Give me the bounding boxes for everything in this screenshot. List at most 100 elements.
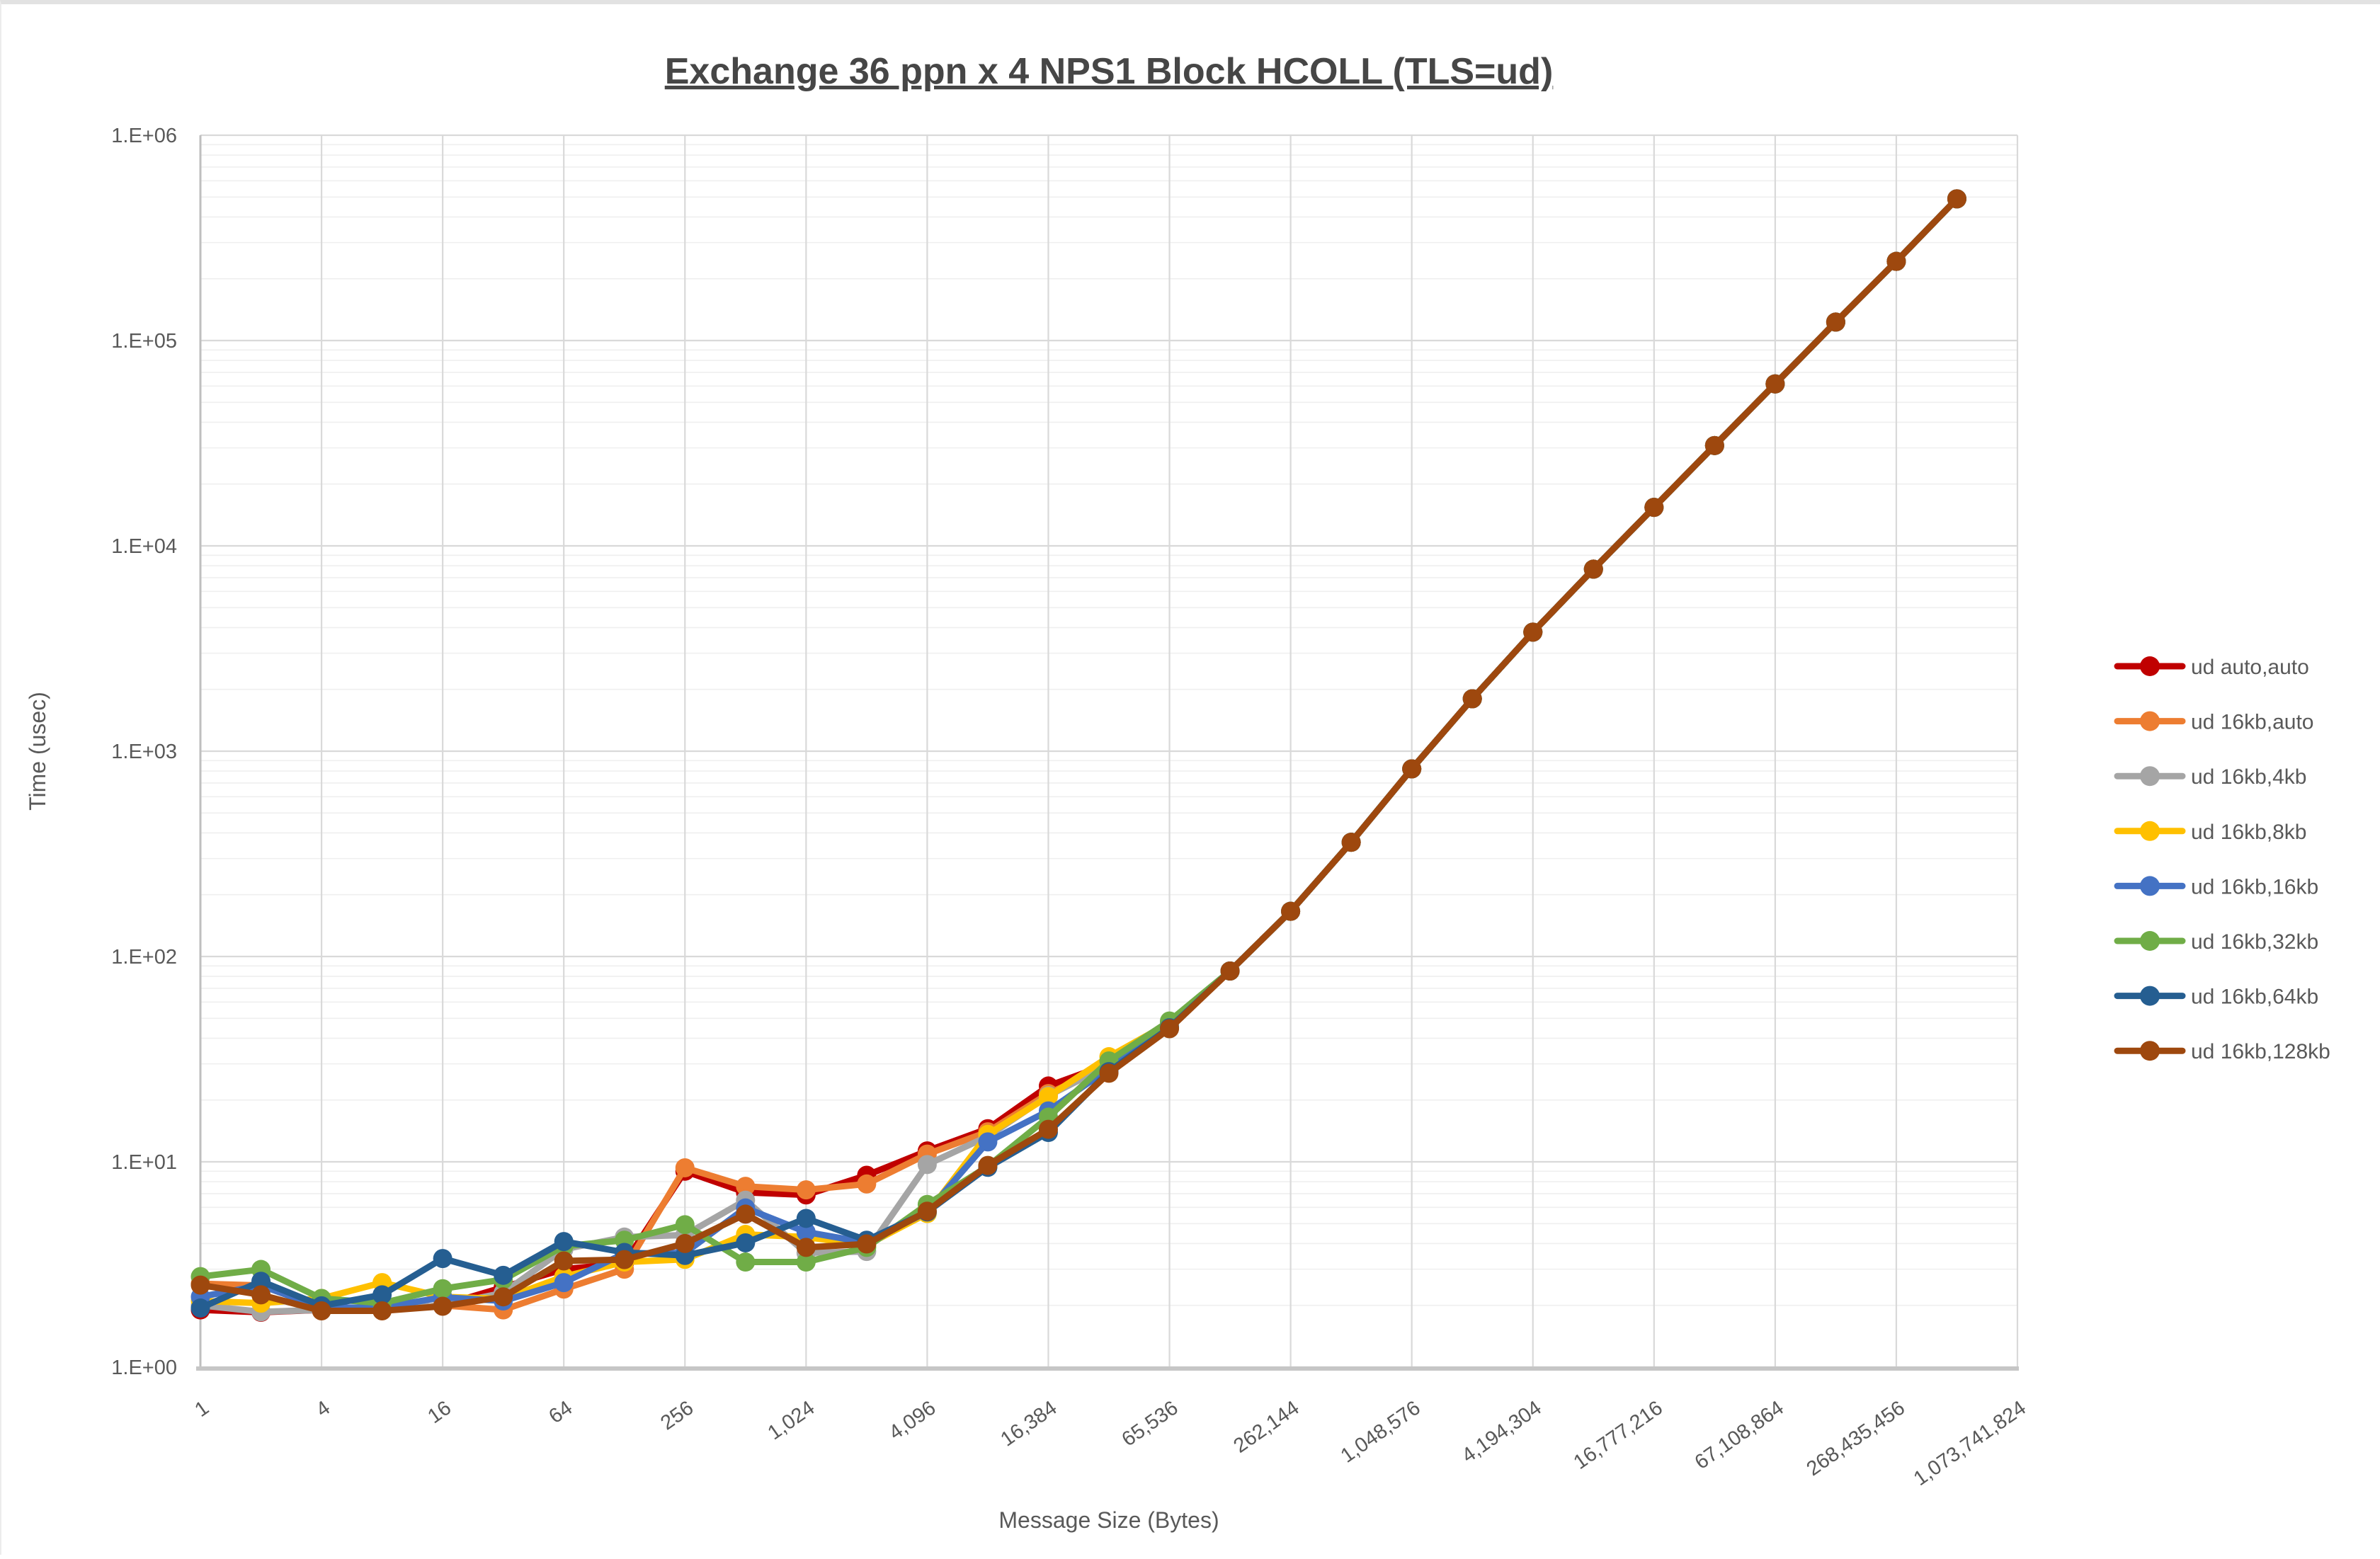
data-point-ud-16kb-128kb bbox=[1402, 759, 1422, 779]
data-point-ud-16kb-64kb bbox=[736, 1233, 756, 1252]
legend-item-ud-16kb-16kb: ud 16kb,16kb bbox=[2114, 875, 2318, 898]
data-point-ud-16kb-128kb bbox=[1281, 901, 1301, 921]
legend-marker-ud-auto-auto bbox=[2140, 656, 2160, 676]
data-point-ud-16kb-128kb bbox=[1947, 189, 1966, 209]
data-point-ud-16kb-auto bbox=[675, 1158, 695, 1177]
data-point-ud-16kb-128kb bbox=[1160, 1019, 1180, 1039]
legend-label: ud 16kb,64kb bbox=[2191, 986, 2318, 1009]
data-point-ud-16kb-128kb bbox=[312, 1301, 331, 1320]
x-tick-label: 268,435,456 bbox=[1802, 1397, 1908, 1481]
data-point-ud-16kb-64kb bbox=[494, 1265, 513, 1285]
data-point-ud-16kb-auto bbox=[857, 1174, 877, 1194]
grid-layer bbox=[200, 134, 2019, 1369]
series-layer bbox=[190, 189, 1966, 1323]
data-point-ud-16kb-128kb bbox=[978, 1155, 998, 1175]
legend-label: ud auto,auto bbox=[2191, 656, 2309, 679]
data-point-ud-16kb-128kb bbox=[372, 1301, 392, 1320]
data-point-ud-16kb-128kb bbox=[190, 1275, 210, 1295]
axis-layer bbox=[196, 135, 2019, 1371]
data-point-ud-16kb-32kb bbox=[433, 1279, 452, 1298]
data-point-ud-16kb-128kb bbox=[1341, 833, 1361, 852]
data-point-ud-16kb-auto bbox=[796, 1180, 816, 1200]
legend-label: ud 16kb,auto bbox=[2191, 711, 2313, 734]
data-point-ud-16kb-128kb bbox=[1765, 374, 1785, 394]
x-tick-label: 64 bbox=[545, 1397, 576, 1429]
y-tick-label: 1.E+03 bbox=[111, 741, 177, 763]
data-point-ud-16kb-128kb bbox=[1523, 622, 1543, 642]
x-tick-label: 16,777,216 bbox=[1570, 1397, 1667, 1474]
data-point-ud-16kb-128kb bbox=[1704, 435, 1724, 455]
series-line-ud-16kb-16kb bbox=[197, 195, 1960, 1311]
legend-item-ud-16kb-64kb: ud 16kb,64kb bbox=[2114, 986, 2318, 1009]
y-tick-label: 1.E+02 bbox=[111, 946, 177, 969]
legend-marker-ud-16kb-64kb bbox=[2140, 986, 2160, 1006]
series-line-ud-16kb-64kb bbox=[197, 195, 1960, 1312]
legend-item-ud-16kb-8kb: ud 16kb,8kb bbox=[2114, 821, 2306, 844]
data-point-ud-16kb-64kb bbox=[372, 1285, 392, 1305]
data-point-ud-16kb-128kb bbox=[494, 1287, 513, 1307]
chart-title: Exchange 36 ppn x 4 NPS1 Block HCOLL (TL… bbox=[665, 51, 1554, 92]
data-point-ud-16kb-128kb bbox=[615, 1250, 634, 1269]
x-tick-label: 1,073,741,824 bbox=[1910, 1397, 2030, 1491]
data-point-ud-16kb-64kb bbox=[796, 1209, 816, 1228]
x-tick-label: 4 bbox=[312, 1397, 335, 1422]
data-point-ud-16kb-32kb bbox=[675, 1215, 695, 1235]
data-point-ud-16kb-128kb bbox=[433, 1296, 452, 1316]
data-point-ud-16kb-128kb bbox=[1220, 961, 1240, 981]
y-tick-label: 1.E+04 bbox=[111, 535, 177, 558]
legend-marker-ud-16kb-8kb bbox=[2140, 821, 2160, 841]
data-point-ud-16kb-128kb bbox=[796, 1238, 816, 1257]
legend-marker-ud-16kb-128kb bbox=[2140, 1041, 2160, 1061]
data-point-ud-16kb-128kb bbox=[251, 1285, 271, 1305]
data-point-ud-16kb-128kb bbox=[1826, 312, 1845, 332]
y-tick-label: 1.E+05 bbox=[111, 330, 177, 353]
x-tick-label: 65,536 bbox=[1118, 1397, 1183, 1451]
data-point-ud-16kb-128kb bbox=[675, 1233, 695, 1253]
data-point-ud-16kb-8kb bbox=[1038, 1087, 1058, 1107]
data-point-ud-16kb-auto bbox=[736, 1177, 756, 1197]
data-point-ud-16kb-16kb bbox=[554, 1273, 574, 1293]
legend-item-ud-auto-auto: ud auto,auto bbox=[2114, 656, 2309, 679]
x-tick-label: 262,144 bbox=[1229, 1397, 1303, 1458]
legend-item-ud-16kb-auto: ud 16kb,auto bbox=[2114, 711, 2313, 734]
x-tick-label: 16 bbox=[423, 1397, 455, 1429]
y-tick-label: 1.E+00 bbox=[111, 1357, 177, 1379]
x-tick-label: 1,048,576 bbox=[1337, 1397, 1425, 1468]
legend-label: ud 16kb,128kb bbox=[2191, 1040, 2330, 1063]
x-tick-label: 1 bbox=[190, 1397, 213, 1422]
y-axis-title: Time (usec) bbox=[25, 692, 50, 811]
series-line-ud-16kb-128kb bbox=[197, 195, 1960, 1314]
x-tick-label: 4,096 bbox=[885, 1397, 940, 1445]
data-point-ud-16kb-16kb bbox=[796, 1222, 816, 1242]
data-point-ud-16kb-4kb bbox=[917, 1155, 937, 1175]
legend-item-ud-16kb-32kb: ud 16kb,32kb bbox=[2114, 930, 2318, 954]
exchange-latency-chart: 1.E+00 1.E+01 1.E+02 1.E+03 1.E+04 1.E+05 1.E+… bbox=[25, 51, 2330, 1533]
data-point-ud-16kb-128kb bbox=[1099, 1063, 1119, 1083]
data-point-ud-16kb-64kb bbox=[554, 1232, 574, 1252]
y-tick-label: 1.E+01 bbox=[111, 1151, 177, 1174]
legend-marker-ud-16kb-16kb bbox=[2140, 876, 2160, 896]
legend-item-ud-16kb-128kb: ud 16kb,128kb bbox=[2114, 1040, 2330, 1063]
y-tick-label: 1.E+06 bbox=[111, 125, 177, 147]
data-point-ud-16kb-128kb bbox=[917, 1201, 937, 1221]
legend-label: ud 16kb,16kb bbox=[2191, 875, 2318, 898]
x-tick-label: 4,194,304 bbox=[1458, 1397, 1546, 1468]
data-point-ud-16kb-128kb bbox=[1886, 251, 1906, 271]
x-tick-label: 256 bbox=[656, 1397, 698, 1435]
data-point-ud-16kb-128kb bbox=[1644, 498, 1664, 518]
data-point-ud-16kb-128kb bbox=[857, 1234, 877, 1254]
legend-label: ud 16kb,4kb bbox=[2191, 765, 2306, 789]
legend-label: ud 16kb,32kb bbox=[2191, 930, 2318, 954]
x-tick-label: 67,108,864 bbox=[1691, 1397, 1788, 1474]
data-point-ud-16kb-32kb bbox=[796, 1252, 816, 1272]
series-line-ud-auto-auto bbox=[197, 195, 1960, 1316]
legend-marker-ud-16kb-32kb bbox=[2140, 931, 2160, 951]
data-point-ud-16kb-64kb bbox=[190, 1298, 210, 1318]
series-line-ud-16kb-auto bbox=[197, 195, 1960, 1313]
data-point-ud-16kb-64kb bbox=[251, 1272, 271, 1291]
legend-label: ud 16kb,8kb bbox=[2191, 821, 2306, 844]
legend-marker-ud-16kb-4kb bbox=[2140, 766, 2160, 787]
data-point-ud-16kb-16kb bbox=[978, 1132, 998, 1152]
